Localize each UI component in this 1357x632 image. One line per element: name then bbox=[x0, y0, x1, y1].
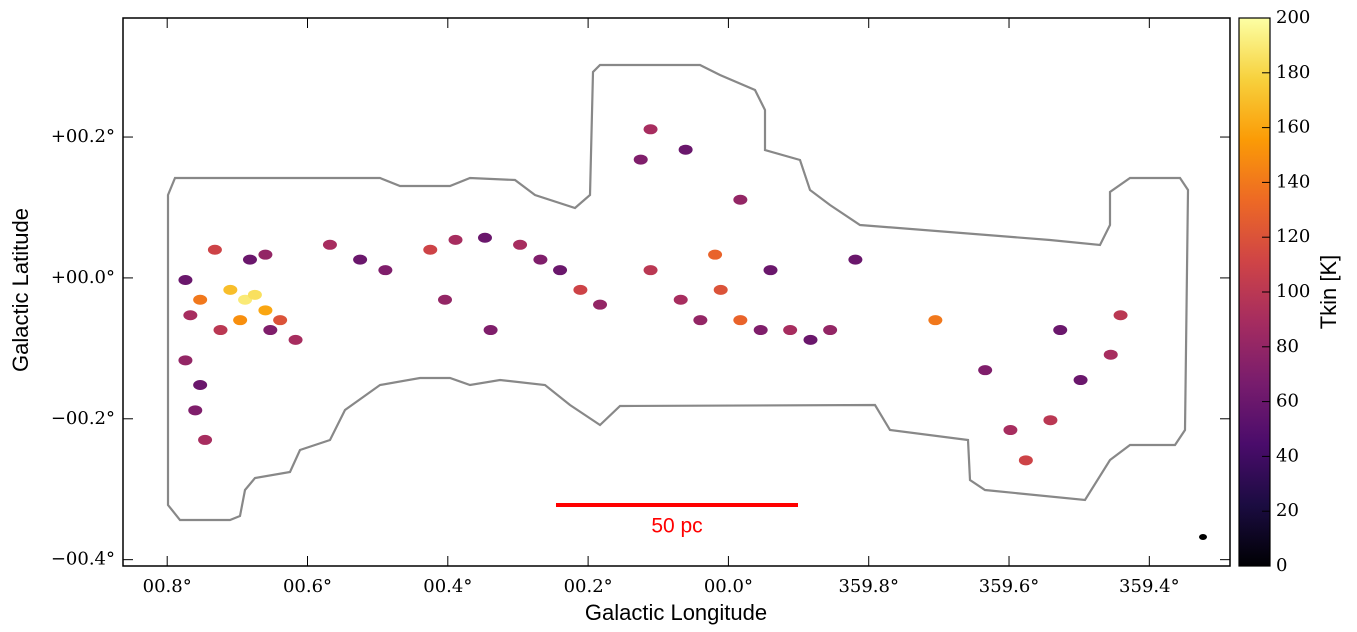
clump bbox=[353, 254, 368, 265]
clump bbox=[803, 334, 818, 345]
beam bbox=[1199, 534, 1207, 540]
colorbar-tick-label: 180 bbox=[1276, 62, 1310, 83]
clump bbox=[763, 265, 778, 276]
x-tick-label: 00.0° bbox=[704, 576, 753, 597]
clump bbox=[823, 325, 838, 336]
clump bbox=[1053, 325, 1068, 336]
clump bbox=[423, 244, 438, 255]
colorbar-tick-label: 200 bbox=[1276, 7, 1310, 28]
clump bbox=[928, 315, 943, 326]
clump bbox=[678, 144, 693, 155]
clump bbox=[673, 294, 688, 305]
clump bbox=[258, 305, 273, 316]
x-tick-label: 359.8° bbox=[838, 576, 899, 597]
y-axis-label: Galactic Latitude bbox=[8, 208, 33, 372]
colorbar-tick-label: 140 bbox=[1276, 171, 1310, 192]
y-tick-label: +00.2° bbox=[51, 126, 115, 147]
x-tick-label: 00.4° bbox=[423, 576, 472, 597]
clump bbox=[693, 315, 708, 326]
colorbar-tick-label: 20 bbox=[1276, 500, 1299, 521]
y-tick-label: −00.2° bbox=[51, 408, 115, 429]
clump bbox=[207, 244, 222, 255]
x-axis-label: Galactic Longitude bbox=[585, 600, 767, 625]
clump bbox=[233, 315, 248, 326]
clump bbox=[593, 299, 608, 310]
x-tick-label: 00.2° bbox=[564, 576, 613, 597]
clump bbox=[713, 284, 728, 295]
clump bbox=[513, 239, 528, 250]
clump bbox=[193, 379, 208, 390]
clump bbox=[533, 254, 548, 265]
clump bbox=[573, 284, 588, 295]
colorbar-tick-label: 80 bbox=[1276, 336, 1299, 357]
clump bbox=[1043, 415, 1058, 426]
y-tick-label: +00.0° bbox=[51, 267, 115, 288]
y-tick-label: −00.4° bbox=[51, 549, 115, 570]
clump bbox=[213, 325, 228, 336]
clump bbox=[783, 325, 798, 336]
clump bbox=[848, 254, 863, 265]
clump bbox=[322, 239, 337, 250]
clump bbox=[733, 315, 748, 326]
colorbar-tick-label: 100 bbox=[1276, 281, 1310, 302]
plot-frame bbox=[122, 17, 1231, 567]
clump bbox=[1103, 349, 1118, 360]
clump bbox=[193, 294, 208, 305]
x-tick-label: 359.4° bbox=[1119, 576, 1180, 597]
clump bbox=[1003, 425, 1018, 436]
x-tick-label: 00.8° bbox=[143, 576, 192, 597]
clump bbox=[1018, 455, 1033, 466]
clump bbox=[437, 294, 452, 305]
clump bbox=[223, 284, 238, 295]
clump bbox=[242, 254, 257, 265]
clump bbox=[733, 194, 748, 205]
clump bbox=[483, 325, 498, 336]
clump bbox=[178, 355, 193, 366]
colorbar-tick-label: 40 bbox=[1276, 445, 1299, 466]
colorbar-label: Tkin [K] bbox=[1316, 255, 1341, 330]
clump bbox=[178, 275, 193, 286]
clump bbox=[643, 265, 658, 276]
colorbar-tick-label: 0 bbox=[1276, 555, 1287, 576]
clump bbox=[448, 234, 463, 245]
clump bbox=[553, 265, 568, 276]
clump bbox=[1113, 310, 1128, 321]
colorbar-tick-label: 120 bbox=[1276, 226, 1310, 247]
survey-outline bbox=[166, 63, 1190, 522]
clump bbox=[378, 265, 393, 276]
clump bbox=[288, 334, 303, 345]
clump bbox=[247, 289, 262, 300]
clump bbox=[477, 232, 492, 243]
clump bbox=[1073, 375, 1088, 386]
clump bbox=[198, 434, 213, 445]
x-tick-label: 00.6° bbox=[283, 576, 332, 597]
clump bbox=[753, 325, 768, 336]
clump bbox=[258, 249, 273, 260]
x-tick-label: 359.6° bbox=[979, 576, 1040, 597]
clump bbox=[633, 154, 648, 165]
clump bbox=[978, 365, 993, 376]
scale-bar-label: 50 pc bbox=[651, 515, 702, 538]
colorbar-tick-label: 160 bbox=[1276, 117, 1310, 138]
clump bbox=[238, 294, 253, 305]
clump bbox=[263, 325, 278, 336]
clump bbox=[188, 405, 203, 416]
colorbar-tick-label: 60 bbox=[1276, 391, 1299, 412]
clump bbox=[273, 315, 288, 326]
clump bbox=[708, 249, 723, 260]
clump bbox=[643, 124, 658, 135]
clump bbox=[183, 310, 198, 321]
